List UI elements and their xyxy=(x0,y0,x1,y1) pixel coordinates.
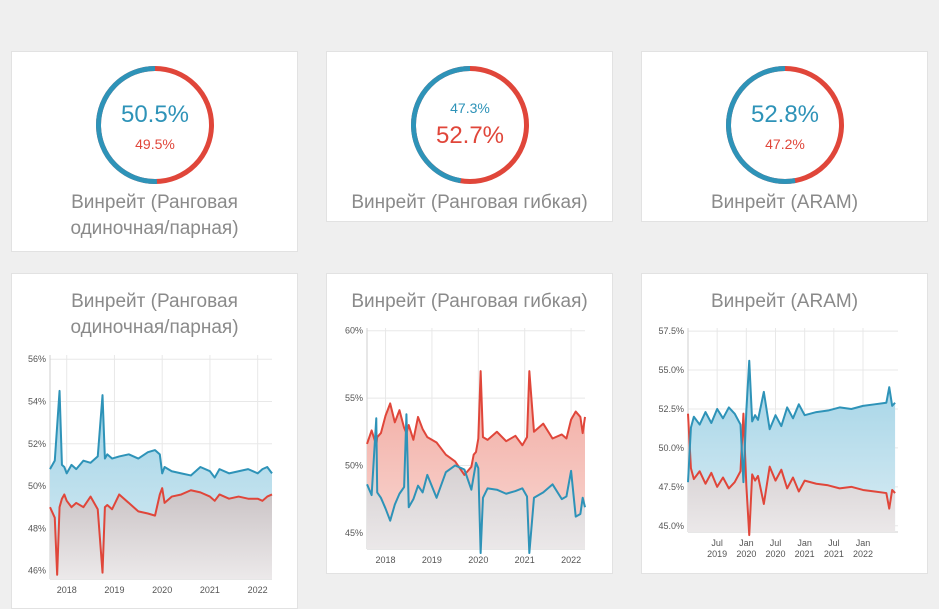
x-tick-label: 2020 xyxy=(152,585,172,595)
donut-caption-flex: Винрейт (Ранговая гибкая) xyxy=(326,190,613,216)
win-line xyxy=(366,413,586,555)
winrate-top-value: 47.3% xyxy=(450,100,490,116)
x-tick-label: 2019 xyxy=(104,585,124,595)
donut-win-arc xyxy=(411,66,529,184)
chart-title-line: Винрейт (Ранговая гибкая) xyxy=(351,291,588,312)
y-tick-label: 45% xyxy=(345,528,363,538)
x-tick-label: Jan xyxy=(797,538,812,548)
chart-title-aram: Винрейт (ARAM) xyxy=(641,289,928,315)
x-tick-sublabel: 2021 xyxy=(824,549,844,559)
x-tick-label: Jan xyxy=(856,538,871,548)
winrate-bottom-value: 52.7% xyxy=(435,122,505,149)
y-tick-label: 52.5% xyxy=(658,404,684,414)
y-tick-label: 50% xyxy=(345,460,363,470)
winrate-bottom-value: 47.2% xyxy=(765,136,805,152)
donut-caption-aram: Винрейт (ARAM) xyxy=(641,190,928,216)
donut-caption-solo: Винрейт (Ранговая одиночная/парная) xyxy=(11,190,298,242)
x-tick-sublabel: 2020 xyxy=(765,549,785,559)
x-tick-sublabel: 2020 xyxy=(736,549,756,559)
y-tick-label: 56% xyxy=(28,354,46,364)
winrate-card-aram xyxy=(641,51,928,222)
x-tick-sublabel: 2022 xyxy=(853,549,873,559)
chart-title-solo: Винрейт (Ранговая одиночная/парная) xyxy=(11,289,298,341)
y-tick-label: 45.0% xyxy=(658,521,684,531)
winrate-card-solo xyxy=(11,51,298,252)
x-tick-label: 2019 xyxy=(422,555,442,565)
y-tick-label: 60% xyxy=(345,326,363,336)
x-tick-label: Jan xyxy=(739,538,754,548)
y-tick-label: 50% xyxy=(28,481,46,491)
donut-ring xyxy=(96,66,214,184)
winrate-donut-flex: 47.3% 52.7% xyxy=(410,65,530,185)
x-tick-label: 2022 xyxy=(248,585,268,595)
y-tick-label: 52% xyxy=(28,439,46,449)
winrate-top-value: 52.8% xyxy=(750,101,820,128)
y-tick-label: 50.0% xyxy=(658,443,684,453)
chart-title-line: одиночная/парная) xyxy=(70,317,239,338)
loss-line xyxy=(687,412,896,537)
caption-line: Винрейт (Ранговая гибкая) xyxy=(351,192,588,213)
y-tick-label: 46% xyxy=(28,566,46,576)
winrate-donut-solo: 50.5% 49.5% xyxy=(95,65,215,185)
winrate-top-value: 50.5% xyxy=(120,101,190,128)
x-tick-label: Jul xyxy=(711,538,723,548)
x-tick-sublabel: 2019 xyxy=(707,549,727,559)
loss-line xyxy=(366,370,586,476)
donut-win-arc xyxy=(96,66,214,184)
chart-title-line: Винрейт (ARAM) xyxy=(710,291,859,312)
chart-title-line: Винрейт (Ранговая xyxy=(71,291,238,312)
x-tick-label: 2022 xyxy=(561,555,581,565)
donut-ring xyxy=(411,66,529,184)
x-tick-label: 2021 xyxy=(200,585,220,595)
x-tick-label: 2021 xyxy=(515,555,535,565)
x-tick-sublabel: 2021 xyxy=(795,549,815,559)
caption-line: Винрейт (ARAM) xyxy=(710,192,859,213)
x-tick-label: 2020 xyxy=(468,555,488,565)
x-tick-label: Jul xyxy=(828,538,840,548)
x-tick-label: Jul xyxy=(770,538,782,548)
win-line xyxy=(49,389,273,479)
y-tick-label: 55% xyxy=(345,393,363,403)
y-tick-label: 55.0% xyxy=(658,365,684,375)
winrate-chart-flex: 60% 55% 50% 45% 2018 2019 2020 2021 2022 xyxy=(345,326,586,565)
y-tick-label: 48% xyxy=(28,523,46,533)
winrate-donut-aram: 52.8% 47.2% xyxy=(725,65,845,185)
caption-line: одиночная/парная) xyxy=(70,218,239,239)
winrate-card-flex xyxy=(326,51,613,222)
y-tick-label: 47.5% xyxy=(658,482,684,492)
donut-win-arc xyxy=(726,66,844,184)
win-line xyxy=(687,359,896,484)
winrate-chart-solo: 56% 54% 52% 50% 48% 46% 2018 2019 2020 2021 2022 xyxy=(28,354,273,595)
donut-ring xyxy=(726,66,844,184)
y-tick-label: 54% xyxy=(28,396,46,406)
y-tick-label: 57.5% xyxy=(658,326,684,336)
caption-line: Винрейт (Ранговая xyxy=(71,192,238,213)
chart-title-flex: Винрейт (Ранговая гибкая) xyxy=(326,289,613,315)
loss-line xyxy=(49,487,273,576)
x-tick-label: 2018 xyxy=(57,585,77,595)
win-area xyxy=(367,414,585,554)
winrate-bottom-value: 49.5% xyxy=(135,136,175,152)
loss-area xyxy=(688,413,896,536)
winrate-chart-aram: 57.5%55.0%52.5%50.0%47.5%45.0%Jul2019Jan… xyxy=(658,326,898,559)
x-tick-label: 2018 xyxy=(376,555,396,565)
